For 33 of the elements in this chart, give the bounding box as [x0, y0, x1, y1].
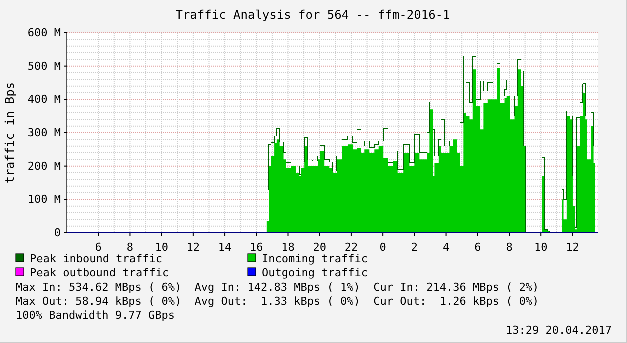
x-tick-label: 12 — [186, 241, 200, 254]
text: 100% Bandwidth 9.77 GBps — [16, 309, 175, 322]
y-tick-label: 600 M — [28, 26, 62, 40]
x-tick-label: 14 — [218, 241, 232, 254]
x-tick-label: 18 — [282, 241, 295, 254]
x-tick-label: 6 — [95, 241, 102, 254]
x-tick-label: 12 — [566, 241, 580, 254]
legend-label: Incoming traffic — [262, 252, 368, 266]
x-tick-label: 22 — [344, 241, 358, 254]
legend-label: Outgoing traffic — [262, 266, 368, 280]
y-tick-label: 100 M — [28, 193, 62, 206]
y-tick-label: 200 M — [28, 160, 62, 173]
y-tick-label: 0 — [54, 226, 61, 240]
x-tick-label: 8 — [126, 241, 134, 254]
x-tick-label: 2 — [411, 241, 418, 254]
x-tick-label: 8 — [506, 241, 513, 254]
legend-label: Peak inbound traffic — [30, 252, 162, 266]
x-tick-label: 6 — [474, 241, 482, 254]
y-tick-label: 300 M — [28, 126, 62, 140]
legend-label: Peak outbound traffic — [30, 266, 170, 280]
x-tick-label: 4 — [442, 241, 450, 254]
y-axis-title: traffic in Bps — [3, 82, 17, 184]
x-tick-label: 10 — [155, 241, 168, 254]
text: 13:29 20.04.2017 — [506, 324, 612, 337]
y-tick-label: 500 M — [28, 60, 62, 73]
text: Max In: 534.62 MBps ( 6%) Avg In: 142.83 MBps ( 1%) Cur In: 214.36 MBps ( 2%) — [16, 281, 540, 294]
x-tick-label: 0 — [380, 241, 386, 254]
y-tick-label: 400 M — [28, 93, 62, 106]
text: Max Out: 58.94 kBps ( 0%) Avg Out: 1.33 kBps ( 0%) Cur Out: 1.26 kBps ( 0%) — [16, 295, 540, 308]
chart-title: Traffic Analysis for 564 -- ffm-2016-1 — [176, 8, 450, 22]
x-tick-label: 10 — [534, 241, 548, 254]
x-tick-label: 20 — [313, 241, 326, 254]
x-tick-label: 16 — [250, 241, 264, 254]
